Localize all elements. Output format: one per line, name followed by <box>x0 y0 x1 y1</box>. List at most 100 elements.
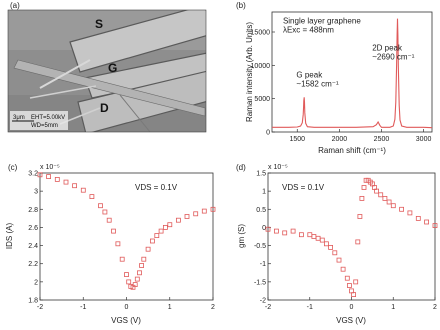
ids-point <box>162 224 168 230</box>
gm-point <box>359 195 365 201</box>
raman-ytick-label: 10000 <box>251 63 271 70</box>
gm-annotation: VDS = 0.1V <box>282 183 325 192</box>
ids-point <box>115 241 121 247</box>
gm-ytick-label: -1 <box>260 261 266 268</box>
gm-point <box>382 195 388 201</box>
gm-point <box>319 237 325 243</box>
gm-point <box>432 223 438 229</box>
ids-point <box>98 203 103 209</box>
panel-b-label: (b) <box>236 1 246 10</box>
ids-point <box>37 172 43 178</box>
ids-ytick-label: 3 <box>34 189 38 196</box>
gm-point <box>328 244 334 250</box>
raman-annotation: Single layer graphene <box>283 16 361 25</box>
ids-point <box>210 206 216 212</box>
raman-xtick-label: 1500 <box>289 136 305 143</box>
gm-point <box>415 215 421 221</box>
gm-point <box>265 226 271 232</box>
ids-ytick-label: 2.6 <box>28 225 38 232</box>
ids-ytick-label: 3.2 <box>28 171 38 178</box>
ids-ytick-label: 2.2 <box>28 261 38 268</box>
panel-a: (a) S G D 3μm EHT=5.00kV WD=5mm <box>7 1 207 133</box>
gm-point <box>336 257 342 263</box>
ids-exponent: x 10⁻⁵ <box>40 164 60 171</box>
ids-ylabel: IDS (A) <box>5 223 14 250</box>
gm-point <box>298 232 304 238</box>
gm-ytick-label: -0.5 <box>254 243 266 250</box>
raman-annotation: ~1582 cm⁻¹ <box>296 79 339 88</box>
graphene-channel <box>13 59 206 117</box>
ids-xtick-label: 0 <box>125 304 129 311</box>
ids-point <box>124 272 129 278</box>
ids-point <box>134 276 140 282</box>
electrode-s-label: S <box>95 17 103 31</box>
ids-point <box>80 187 86 193</box>
gm-point <box>390 203 396 209</box>
raman-ytick-label: 0 <box>266 130 270 137</box>
raman-xtick-label: 2500 <box>374 136 390 143</box>
gm-ytick-label: 1 <box>262 189 266 196</box>
gm-point <box>282 230 288 236</box>
ids-point <box>137 270 142 276</box>
sem-eht: EHT=5.00kV <box>31 115 65 121</box>
gm-ytick-label: -2 <box>260 298 266 305</box>
ids-plot-area <box>39 172 214 301</box>
ids-xlabel: VGS (V) <box>111 316 141 325</box>
gm-ytick-label: -1.5 <box>254 279 266 286</box>
ids-point <box>63 179 69 185</box>
ids-point <box>102 209 108 215</box>
sem-wd: WD=5mm <box>31 123 58 129</box>
ids-ytick-label: 1.8 <box>28 298 38 305</box>
gm-point <box>407 210 413 216</box>
gm-ticks: -2 -1 0 1 2 -2 -1.5 -1 -0.5 0 0.5 1 1.5 <box>254 171 437 312</box>
gm-point <box>353 279 359 285</box>
electrode-d <box>77 70 206 132</box>
gm-point <box>386 199 392 205</box>
ids-point <box>132 282 138 288</box>
raman-annotation: λExc = 488nm <box>283 25 334 34</box>
raman-ytick-label: 15000 <box>251 30 271 37</box>
raman-annotation: 2D peak <box>372 44 403 53</box>
gm-points <box>265 177 438 298</box>
gm-plot-area <box>267 172 436 301</box>
electrode-d-label: D <box>100 101 109 115</box>
gm-ytick-label: 0.5 <box>256 207 266 214</box>
raman-annotation: ~2690 cm⁻¹ <box>372 53 415 62</box>
ids-point <box>175 217 181 223</box>
raman-xlabel: Raman shift (cm⁻¹) <box>318 146 386 155</box>
gm-ytick-label: 1.5 <box>256 171 266 178</box>
gm-point <box>355 239 361 245</box>
ids-ytick-label: 2.4 <box>28 243 38 250</box>
ids-point <box>158 228 164 234</box>
ids-point <box>145 246 151 252</box>
ids-point <box>106 217 112 223</box>
raman-ticks: 1500 2000 2500 3000 0 5000 10000 15000 <box>251 30 432 144</box>
ids-point <box>46 174 51 180</box>
panel-c: (c) x 10⁻⁵ -2 -1 0 1 2 1.8 2 2.2 2.4 2.6 2.8 3 3.2 V… <box>5 163 216 325</box>
ids-point <box>54 176 60 182</box>
raman-spectrum-line <box>272 18 433 129</box>
gm-xtick-label: 0 <box>350 304 354 311</box>
gm-xlabel: VGS (V) <box>336 316 366 325</box>
electrode-g-label: G <box>108 61 117 75</box>
panel-c-label: (c) <box>8 163 18 172</box>
ids-points <box>37 172 216 290</box>
ids-point <box>139 263 145 268</box>
ids-xtick-label: -1 <box>80 304 86 311</box>
raman-xtick-label: 2000 <box>332 136 348 143</box>
gm-ytick-label: 0 <box>262 225 266 232</box>
ids-point <box>141 256 147 262</box>
sem-info-box <box>10 111 68 130</box>
gm-xtick-label: 2 <box>433 304 437 311</box>
gm-xtick-label: -2 <box>265 304 271 311</box>
ids-point <box>126 279 132 285</box>
ids-point <box>193 211 199 217</box>
raman-plot-area <box>271 11 433 133</box>
panel-a-label: (a) <box>10 1 20 10</box>
gm-point <box>332 250 338 256</box>
gm-ylabel: gm (S) <box>237 224 246 248</box>
ids-point <box>72 183 77 189</box>
gm-point <box>378 192 384 198</box>
gm-point <box>273 228 279 234</box>
